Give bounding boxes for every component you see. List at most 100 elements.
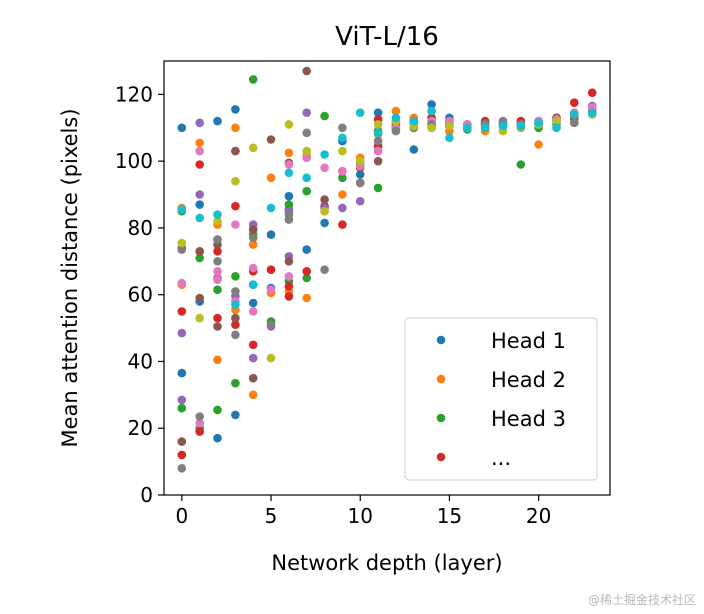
legend-marker [436, 413, 446, 423]
data-point-series-10 [463, 123, 472, 133]
data-point-series-4 [231, 201, 240, 211]
data-point-series-5 [355, 196, 365, 206]
data-point-series-5 [177, 395, 187, 405]
data-point-series-9 [248, 143, 258, 153]
data-point-series-10 [587, 108, 597, 117]
data-point-series-5 [195, 190, 204, 199]
data-point-series-1 [231, 105, 240, 114]
data-point-series-10 [445, 133, 454, 143]
data-point-series-3 [231, 378, 240, 388]
data-point-series-2 [266, 173, 276, 183]
data-point-series-4 [231, 320, 240, 330]
data-point-series-3 [248, 75, 258, 84]
data-point-series-9 [427, 123, 436, 133]
data-point-series-1 [213, 433, 222, 443]
data-point-series-6 [302, 66, 312, 76]
data-point-series-4 [338, 220, 347, 229]
data-point-series-2 [195, 138, 204, 148]
legend-marker [436, 374, 446, 384]
data-point-series-10 [480, 123, 490, 133]
data-point-series-10 [248, 280, 258, 290]
data-point-series-9 [320, 206, 329, 216]
data-point-series-10 [284, 168, 294, 178]
data-point-series-5 [338, 203, 347, 213]
data-point-series-1 [373, 108, 383, 117]
chart-title: ViT-L/16 [335, 22, 439, 52]
plot-frame [163, 60, 611, 496]
data-point-series-4 [570, 98, 579, 107]
legend-label: Head 1 [491, 329, 566, 353]
data-point-series-1 [231, 410, 240, 420]
data-point-series-6 [231, 313, 240, 323]
data-point-series-4 [177, 307, 187, 316]
data-point-series-4 [248, 340, 258, 350]
data-point-series-8 [177, 245, 187, 254]
data-point-series-1 [427, 100, 436, 109]
data-point-series-10 [498, 121, 508, 131]
data-point-series-5 [195, 118, 204, 128]
data-point-series-4 [213, 247, 222, 256]
data-point-series-9 [373, 120, 383, 129]
data-point-series-8 [177, 464, 187, 473]
data-point-series-9 [355, 156, 365, 166]
data-point-series-3 [195, 253, 204, 263]
data-point-series-4 [284, 292, 294, 301]
data-point-series-1 [213, 116, 222, 126]
y-tick-label: 80 [128, 216, 153, 240]
data-point-series-10 [266, 203, 276, 213]
data-point-series-10 [320, 150, 329, 159]
data-point-series-8 [248, 233, 258, 243]
x-tick-label: 20 [526, 504, 551, 528]
y-tick-label: 60 [128, 283, 153, 307]
data-point-series-3 [284, 200, 294, 209]
data-point-series-2 [248, 240, 258, 249]
data-point-series-9 [213, 216, 222, 226]
data-point-series-6 [284, 257, 294, 266]
data-point-series-2 [302, 293, 312, 303]
data-point-series-6 [195, 293, 204, 303]
data-point-series-10 [355, 108, 365, 117]
data-point-series-9 [177, 238, 187, 248]
x-tick-label: 15 [437, 504, 462, 528]
data-point-series-7 [195, 418, 204, 428]
data-point-series-1 [284, 191, 294, 201]
data-point-series-1 [248, 298, 258, 308]
legend-label: ... [491, 446, 511, 470]
data-point-series-7 [284, 272, 294, 281]
legend-box [404, 317, 598, 481]
data-point-series-10 [231, 300, 240, 310]
data-point-series-8 [213, 235, 222, 244]
data-point-series-7 [213, 275, 222, 285]
x-axis-label: Network depth (layer) [271, 551, 502, 575]
data-point-series-7 [338, 166, 347, 176]
data-point-series-10 [373, 128, 383, 138]
data-point-series-1 [355, 170, 365, 179]
data-point-series-9 [338, 146, 347, 156]
data-point-series-3 [338, 173, 347, 183]
data-point-series-6 [231, 146, 240, 156]
y-tick-label: 20 [128, 416, 153, 440]
data-point-series-7 [195, 146, 204, 156]
data-point-series-7 [248, 263, 258, 273]
data-point-series-7 [373, 146, 383, 156]
x-tick-label: 10 [348, 504, 373, 528]
data-point-series-8 [570, 118, 579, 128]
data-point-series-10 [427, 106, 436, 116]
data-point-series-1 [302, 245, 312, 254]
x-tick-label: 5 [265, 504, 278, 528]
data-point-series-7 [266, 285, 276, 295]
data-point-series-8 [373, 136, 383, 146]
data-point-series-7 [213, 267, 222, 276]
data-point-series-4 [302, 267, 312, 276]
data-point-series-7 [320, 163, 329, 173]
data-point-series-6 [373, 156, 383, 166]
legend-label: Head 2 [491, 368, 566, 392]
legend-marker [436, 452, 446, 462]
data-point-series-1 [195, 200, 204, 209]
data-point-series-6 [177, 437, 187, 446]
data-point-series-3 [302, 273, 312, 283]
data-point-series-5 [302, 108, 312, 117]
data-point-series-6 [320, 195, 329, 204]
data-point-series-2 [284, 148, 294, 158]
data-point-series-1 [320, 218, 329, 228]
